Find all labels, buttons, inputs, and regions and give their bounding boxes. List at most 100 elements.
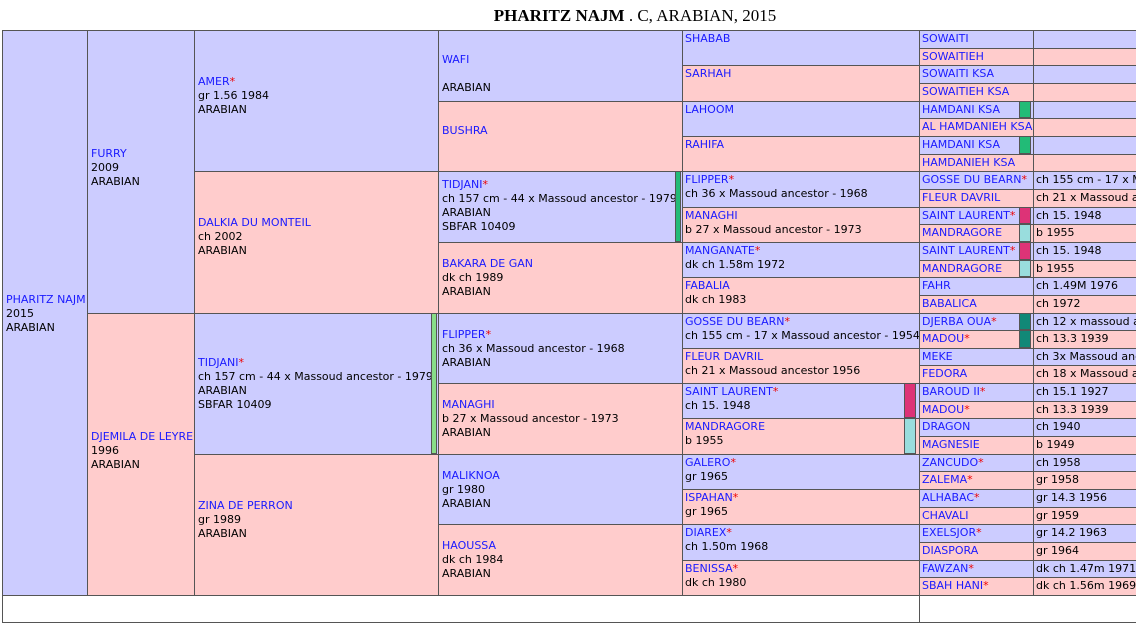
ancestor-6-name-cell: MANDRAGORE <box>919 260 1034 278</box>
horse-link[interactable]: SOWAITI <box>922 32 969 45</box>
horse-link[interactable]: PHARITZ NAJM <box>6 293 86 306</box>
ancestor-6-info-cell: gr 1959 <box>1033 507 1136 525</box>
horse-link[interactable]: MALIKNOA <box>442 469 500 482</box>
horse-link[interactable]: SARHAH <box>685 67 732 80</box>
horse-link[interactable]: MANDRAGORE <box>922 226 1003 239</box>
horse-link[interactable]: MANDRAGORE <box>922 262 1003 275</box>
horse-link[interactable]: DJERBA OUA <box>922 315 992 328</box>
horse-detail: ARABIAN <box>442 285 491 298</box>
horse-link[interactable]: MANAGHI <box>685 209 738 222</box>
ancestor-6-name-cell: ZALEMA* <box>919 471 1034 490</box>
horse-entry: PHARITZ NAJM <box>6 293 86 307</box>
horse-link[interactable]: ZANCUDO <box>922 456 979 469</box>
horse-link[interactable]: BAKARA DE GAN <box>442 257 534 270</box>
great-grandparent-cell: MANAGHI b 27 x Massoud ancestor - 1973 ARA… <box>438 383 683 455</box>
horse-link[interactable]: ISPAHAN <box>685 491 733 504</box>
horse-link[interactable]: DJEMILA DE LEYRE <box>91 430 194 443</box>
horse-detail: ch 21 x Massoud ancestor 1956 <box>685 364 861 377</box>
horse-link[interactable]: HAMDANI KSA <box>922 138 1000 151</box>
horse-link[interactable]: FAWZAN <box>922 562 969 575</box>
horse-link[interactable]: FURRY <box>91 147 127 160</box>
horse-detail: ARABIAN <box>442 81 491 94</box>
ancestor-6-info-cell: b 1955 <box>1033 260 1136 278</box>
import-marker: * <box>1009 244 1016 257</box>
horse-link[interactable]: MAGNESIE <box>922 438 980 451</box>
horse-detail: ch 2002 <box>198 230 243 243</box>
inbreeding-marker <box>904 383 916 418</box>
horse-link[interactable]: MEKE <box>922 350 953 363</box>
ancestor-6-info-cell: ch 1.49M 1976 <box>1033 277 1136 296</box>
horse-link[interactable]: FLIPPER <box>685 173 729 186</box>
horse-link[interactable]: ZINA DE PERRON <box>198 499 293 512</box>
horse-link[interactable]: HAMDANI KSA <box>922 103 1000 116</box>
ancestor-5-cell: SARHAH <box>682 65 920 102</box>
horse-detail: ARABIAN <box>442 567 491 580</box>
horse-link[interactable]: MANGANATE <box>685 244 755 257</box>
ancestor-6-info-cell: gr 14.3 1956 <box>1033 489 1136 508</box>
horse-link[interactable]: TIDJANI <box>442 178 483 191</box>
ancestor-6-info-cell: ch 1940 <box>1033 418 1136 437</box>
horse-link[interactable]: HAMDANIEH KSA <box>922 156 1016 169</box>
horse-link[interactable]: FABALIA <box>685 279 730 292</box>
horse-link[interactable]: SAINT LAURENT <box>922 209 1010 222</box>
horse-link[interactable]: DRAGON <box>922 420 971 433</box>
ancestor-6-info-cell <box>1033 30 1136 49</box>
great-grandparent-cell: HAOUSSA dk ch 1984 ARABIAN <box>438 524 683 596</box>
horse-link[interactable]: SOWAITIEH KSA <box>922 85 1010 98</box>
horse-link[interactable]: GOSSE DU BEARN <box>685 315 785 328</box>
horse-link[interactable]: BENISSA <box>685 562 733 575</box>
horse-link[interactable]: FAHR <box>922 279 951 292</box>
horse-detail: gr 14.2 1963 <box>1036 526 1107 539</box>
horse-link[interactable]: DALKIA DU MONTEIL <box>198 216 311 229</box>
horse-link[interactable]: WAFI <box>442 53 470 66</box>
horse-link[interactable]: SBAH HANI <box>922 579 984 592</box>
horse-detail: gr 1965 <box>685 470 728 483</box>
horse-link[interactable]: DIAREX <box>685 526 727 539</box>
horse-detail <box>442 67 679 81</box>
horse-link[interactable]: FLEUR DAVRIL <box>685 350 764 363</box>
horse-link[interactable]: ZALEMA <box>922 473 968 486</box>
horse-link[interactable]: DIASPORA <box>922 544 979 557</box>
horse-link[interactable]: TIDJANI <box>198 356 239 369</box>
horse-link[interactable]: SOWAITIEH <box>922 50 984 63</box>
horse-entry: DALKIA DU MONTEIL <box>198 216 435 230</box>
horse-link[interactable]: AL HAMDANIEH KSA <box>922 120 1033 133</box>
horse-link[interactable]: LAHOOM <box>685 103 734 116</box>
horse-detail: ch 13.3 1939 <box>1036 332 1109 345</box>
horse-detail: ch 155 cm - 17 x Massoud ancestor - 1954 <box>1036 173 1136 186</box>
horse-link[interactable]: MADOU <box>922 403 965 416</box>
horse-link[interactable]: ALHABAC <box>922 491 975 504</box>
horse-link[interactable]: FLEUR DAVRIL <box>922 191 1001 204</box>
ancestor-6-name-cell: MADOU* <box>919 330 1034 349</box>
horse-link[interactable]: MANDRAGORE <box>685 420 766 433</box>
horse-link[interactable]: MADOU <box>922 332 965 345</box>
ancestor-6-name-cell: BAROUD II* <box>919 383 1034 402</box>
horse-link[interactable]: SHABAB <box>685 32 731 45</box>
import-marker: * <box>238 356 244 369</box>
horse-link[interactable]: HAOUSSA <box>442 539 497 552</box>
horse-link[interactable]: MANAGHI <box>442 398 495 411</box>
ancestor-6-info-cell: ch 13.3 1939 <box>1033 330 1136 349</box>
horse-link[interactable]: BABALICA <box>922 297 977 310</box>
horse-link[interactable]: SAINT LAURENT <box>922 244 1010 257</box>
horse-link[interactable]: GOSSE DU BEARN <box>922 173 1022 186</box>
horse-link[interactable]: FLIPPER <box>442 328 486 341</box>
horse-detail: ch 1972 <box>1036 297 1081 310</box>
import-marker: * <box>730 456 736 469</box>
horse-link[interactable]: RAHIFA <box>685 138 725 151</box>
ancestor-6-info-cell: gr 1958 <box>1033 471 1136 490</box>
horse-link[interactable]: AMER <box>198 75 230 88</box>
horse-link[interactable]: EXELSJOR <box>922 526 977 539</box>
horse-link[interactable]: SOWAITI KSA <box>922 67 995 80</box>
horse-link[interactable]: GALERO <box>685 456 731 469</box>
ancestor-5-cell: FLIPPER* ch 36 x Massoud ancestor - 1968 <box>682 171 920 208</box>
horse-link[interactable]: BUSHRA <box>442 124 488 137</box>
horse-link[interactable]: FEDORA <box>922 367 968 380</box>
horse-link[interactable]: BAROUD II <box>922 385 980 398</box>
horse-detail: ch 15. 1948 <box>1036 209 1102 222</box>
horse-detail: ch 21 x Massoud ancestor 1956 <box>1036 191 1136 204</box>
ancestor-5-cell: FLEUR DAVRIL ch 21 x Massoud ancestor 195… <box>682 348 920 384</box>
horse-link[interactable]: CHAVALI <box>922 509 969 522</box>
horse-link[interactable]: SAINT LAURENT <box>685 385 773 398</box>
import-marker: * <box>991 315 997 328</box>
